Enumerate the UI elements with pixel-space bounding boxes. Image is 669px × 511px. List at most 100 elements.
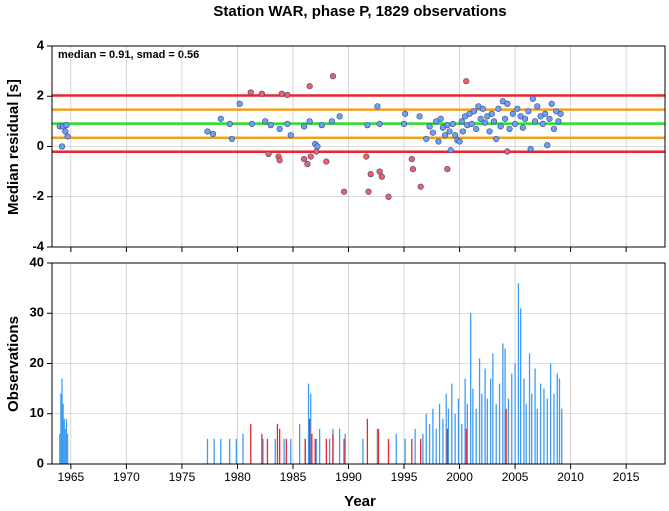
y-tick-label: 40 <box>30 254 44 269</box>
point <box>481 119 489 126</box>
y-tick-label: 0 <box>37 138 44 153</box>
point <box>402 110 409 117</box>
point <box>488 110 495 117</box>
point <box>276 125 283 133</box>
point <box>329 73 337 80</box>
point <box>226 120 233 127</box>
point <box>306 83 313 90</box>
annotation: median = 0.91, smad = 0.56 <box>58 49 199 61</box>
plot-frame <box>51 262 666 465</box>
point <box>262 118 269 125</box>
point <box>521 115 529 122</box>
point <box>284 120 291 127</box>
y-tick-label: 0 <box>37 455 44 470</box>
point <box>473 125 480 133</box>
point <box>456 138 463 145</box>
point <box>459 128 466 135</box>
point <box>541 110 549 117</box>
x-axis-label: Year <box>344 493 376 510</box>
point <box>209 130 217 138</box>
point <box>544 142 551 149</box>
point <box>501 115 509 122</box>
point <box>265 150 272 158</box>
point <box>417 183 424 190</box>
x-tick-label: 1970 <box>113 470 140 484</box>
point <box>307 153 314 160</box>
point <box>531 118 539 125</box>
point <box>514 105 521 112</box>
point <box>284 91 291 99</box>
point <box>550 125 558 133</box>
x-tick-label: 1980 <box>224 470 251 484</box>
point <box>374 103 381 110</box>
point <box>314 143 321 150</box>
point <box>497 123 504 130</box>
y-tick-label: 2 <box>37 88 44 103</box>
point <box>468 120 475 127</box>
point <box>534 103 541 110</box>
point <box>318 122 325 129</box>
x-tick-label: 1965 <box>58 470 85 484</box>
point <box>495 105 502 112</box>
point <box>506 125 513 133</box>
point <box>525 108 532 115</box>
point <box>400 120 408 127</box>
point <box>449 120 456 127</box>
point <box>217 115 224 122</box>
point <box>463 78 470 85</box>
point <box>447 147 454 154</box>
x-tick-label: 1990 <box>335 470 362 484</box>
point <box>509 110 516 117</box>
point <box>300 123 308 130</box>
point <box>278 90 285 97</box>
point <box>479 105 486 112</box>
point <box>304 160 311 168</box>
point <box>378 173 385 180</box>
point <box>306 118 313 125</box>
point <box>58 143 66 150</box>
point <box>437 115 444 122</box>
x-tick-label: 1985 <box>280 470 307 484</box>
point <box>276 157 283 164</box>
point <box>228 135 236 143</box>
point <box>416 113 423 120</box>
point <box>300 155 308 163</box>
point <box>385 193 392 200</box>
point <box>442 132 449 139</box>
y-tick-label: -2 <box>32 188 44 203</box>
y-tick-label: -4 <box>32 238 44 253</box>
point <box>446 128 453 135</box>
x-tick-label: 2010 <box>557 470 584 484</box>
point <box>452 132 459 139</box>
point <box>323 158 330 165</box>
chart-title: Station WAR, phase P, 1829 observations <box>213 3 506 20</box>
y-tick-label: 20 <box>30 355 44 370</box>
point <box>236 100 243 107</box>
point <box>529 95 536 102</box>
point <box>364 122 371 129</box>
y-tick-label: 4 <box>37 37 45 52</box>
x-tick-label: 1975 <box>169 470 196 484</box>
point <box>504 100 511 107</box>
point <box>376 168 383 175</box>
point <box>490 118 498 125</box>
point <box>546 115 553 122</box>
point <box>365 188 372 195</box>
plot-frame <box>51 45 666 248</box>
point <box>267 122 274 129</box>
point <box>63 122 70 129</box>
point <box>409 166 417 173</box>
point <box>340 188 348 195</box>
point <box>511 120 519 127</box>
y-axis-label: Observations <box>5 316 22 412</box>
point <box>493 135 500 143</box>
point <box>247 89 254 96</box>
point <box>435 138 442 145</box>
point <box>470 108 478 115</box>
point <box>504 148 511 155</box>
point <box>336 113 343 120</box>
point <box>62 128 69 135</box>
point <box>486 128 493 135</box>
point <box>548 100 555 107</box>
